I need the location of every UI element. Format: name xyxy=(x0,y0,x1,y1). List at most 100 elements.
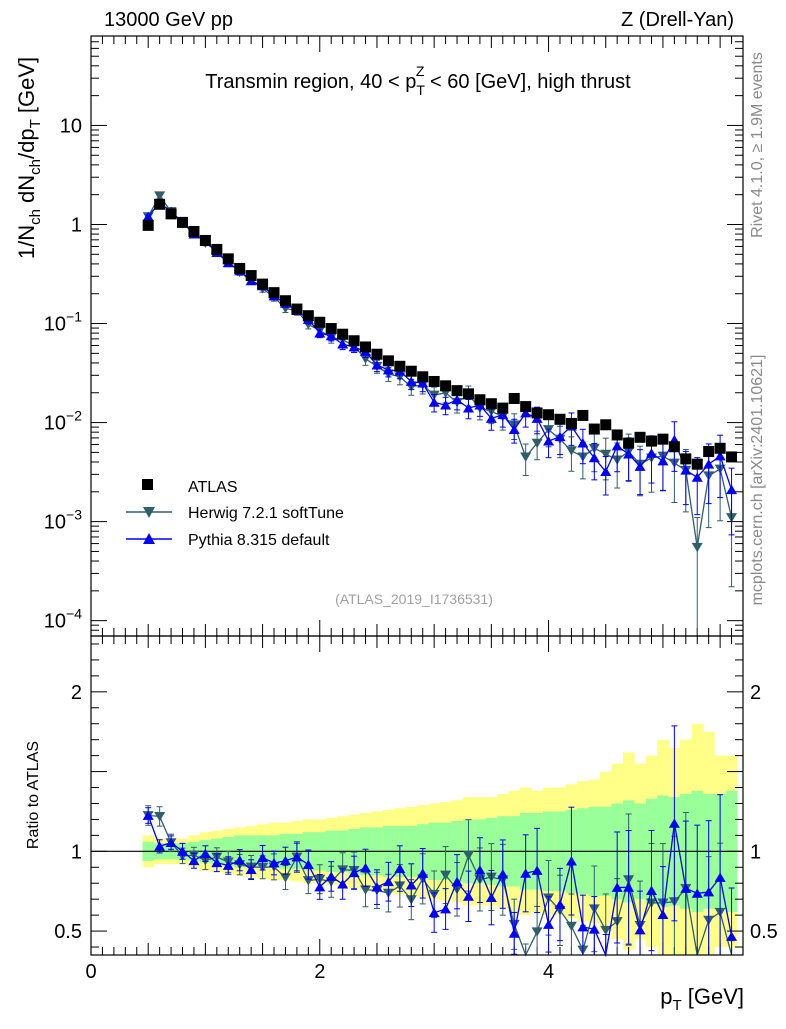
atlas-marker xyxy=(348,335,360,347)
atlas-marker xyxy=(337,328,349,340)
y-tick-exponent: −3 xyxy=(66,507,82,523)
pythia-ratio-line xyxy=(147,815,733,958)
atlas-marker xyxy=(394,360,406,372)
atlas-marker xyxy=(680,453,692,465)
pythia-marker xyxy=(462,403,474,413)
pythia-ratio-marker xyxy=(428,907,440,918)
pythia-ratio-marker xyxy=(474,865,486,875)
x-axis-label: pT [GeV] xyxy=(660,984,744,1014)
x-tick-label: 0 xyxy=(85,961,96,983)
ratio-uncertainty-bands xyxy=(142,723,738,955)
pythia-marker xyxy=(691,472,703,482)
pythia-ratio-marker xyxy=(405,880,417,890)
atlas-marker xyxy=(325,323,337,335)
atlas-marker xyxy=(234,262,246,274)
side-label-top: Rivet 4.1.0, ≥ 1.9M events xyxy=(749,52,766,238)
pythia-marker xyxy=(543,436,555,446)
ratio-y-tick-label-right: 2 xyxy=(750,682,761,704)
atlas-marker xyxy=(565,417,577,429)
pythia-ratio-marker xyxy=(634,925,646,935)
atlas-marker xyxy=(428,375,440,387)
pythia-ratio-marker xyxy=(222,860,234,870)
title-prefix: Transmin region, 40 < p xyxy=(205,71,416,93)
pythia-marker xyxy=(314,328,326,338)
pythia-ratio-marker xyxy=(520,868,532,878)
pythia-marker xyxy=(680,465,692,475)
herwig-marker xyxy=(154,191,166,201)
atlas-marker xyxy=(371,348,383,360)
herwig-ratio-marker xyxy=(154,812,166,822)
pythia-ratio-marker xyxy=(691,888,703,898)
atlas-marker xyxy=(714,442,726,454)
xlabel-unit: [GeV] xyxy=(682,984,744,1009)
y-tick-exponent: −2 xyxy=(66,408,82,424)
atlas-marker xyxy=(508,393,520,405)
atlas-series xyxy=(142,198,738,470)
atlas-marker xyxy=(520,401,532,413)
y-tick-label: 10−1 xyxy=(44,309,82,336)
y-tick-exponent: −1 xyxy=(66,309,82,325)
y-tick-label: 10−3 xyxy=(44,507,82,534)
atlas-marker xyxy=(211,243,223,255)
pythia-ratio-marker xyxy=(360,862,372,873)
pythia-ratio-marker xyxy=(234,855,246,865)
legend-marker-herwig xyxy=(143,507,155,518)
herwig-marker xyxy=(565,446,577,456)
atlas-marker xyxy=(199,234,211,246)
series-layer xyxy=(142,191,738,637)
y-tick-base: 10 xyxy=(60,115,82,137)
legend: ATLAS Herwig 7.2.1 softTune Pythia 8.315… xyxy=(126,479,344,549)
herwig-ratio-marker xyxy=(302,876,314,886)
pythia-ratio-marker xyxy=(337,879,349,889)
pythia-marker xyxy=(726,484,738,495)
y-axis-label: 1/Nch dNch/dpT [GeV] xyxy=(14,57,44,259)
atlas-marker xyxy=(543,409,555,421)
pythia-ratio-marker xyxy=(588,924,600,934)
herwig-ratio-marker xyxy=(531,927,543,937)
pythia-ratio-marker xyxy=(314,881,326,892)
atlas-marker xyxy=(474,394,486,406)
herwig-marker xyxy=(531,438,543,449)
pythia-ratio-marker xyxy=(188,855,200,866)
atlas-marker xyxy=(531,407,543,419)
pythia-ratio-marker xyxy=(508,928,520,938)
atlas-marker xyxy=(657,433,669,445)
pythia-marker xyxy=(588,452,600,463)
pythia-ratio-marker xyxy=(302,859,314,870)
atlas-marker xyxy=(257,278,269,290)
ylabel-s3: T xyxy=(27,119,44,128)
pythia-marker xyxy=(428,397,440,407)
atlas-marker xyxy=(291,303,303,315)
pythia-marker xyxy=(417,378,429,388)
pythia-marker xyxy=(440,400,452,410)
y-tick-label: 1 xyxy=(71,214,82,236)
title-suffix: < 60 [GeV], high thrust xyxy=(424,71,631,93)
pythia-ratio-marker xyxy=(348,867,360,878)
atlas-marker xyxy=(462,388,474,400)
analysis-watermark: (ATLAS_2019_I1736531) xyxy=(335,591,493,607)
pythia-marker xyxy=(371,360,383,370)
ratio-y-tick-label-left: 1 xyxy=(71,841,82,863)
pythia-ratio-marker xyxy=(645,885,657,895)
pythia-ratio-marker xyxy=(371,882,383,892)
side-label-bottom: mcplots.cern.ch [arXiv:2401.10621] xyxy=(749,355,766,606)
xlabel-main: p xyxy=(660,984,672,1009)
herwig-marker xyxy=(600,449,612,460)
plot-title: Transmin region, 40 < pTZ < 60 [GeV], hi… xyxy=(205,63,631,98)
pythia-marker xyxy=(520,408,532,418)
pythia-ratio-marker xyxy=(531,865,543,875)
pythia-ratio-marker xyxy=(657,909,669,920)
atlas-marker xyxy=(177,216,189,228)
y-tick-label: 10−4 xyxy=(44,606,82,633)
pythia-ratio-marker xyxy=(245,864,257,875)
herwig-ratio-marker xyxy=(360,885,372,895)
pythia-ratio-marker xyxy=(554,899,566,909)
pythia-ratio-marker xyxy=(142,810,154,820)
atlas-marker xyxy=(382,355,394,367)
herwig-ratio-marker xyxy=(565,921,577,932)
atlas-marker xyxy=(600,419,612,431)
pythia-ratio-marker xyxy=(211,857,223,868)
pythia-ratio-marker xyxy=(440,904,452,914)
